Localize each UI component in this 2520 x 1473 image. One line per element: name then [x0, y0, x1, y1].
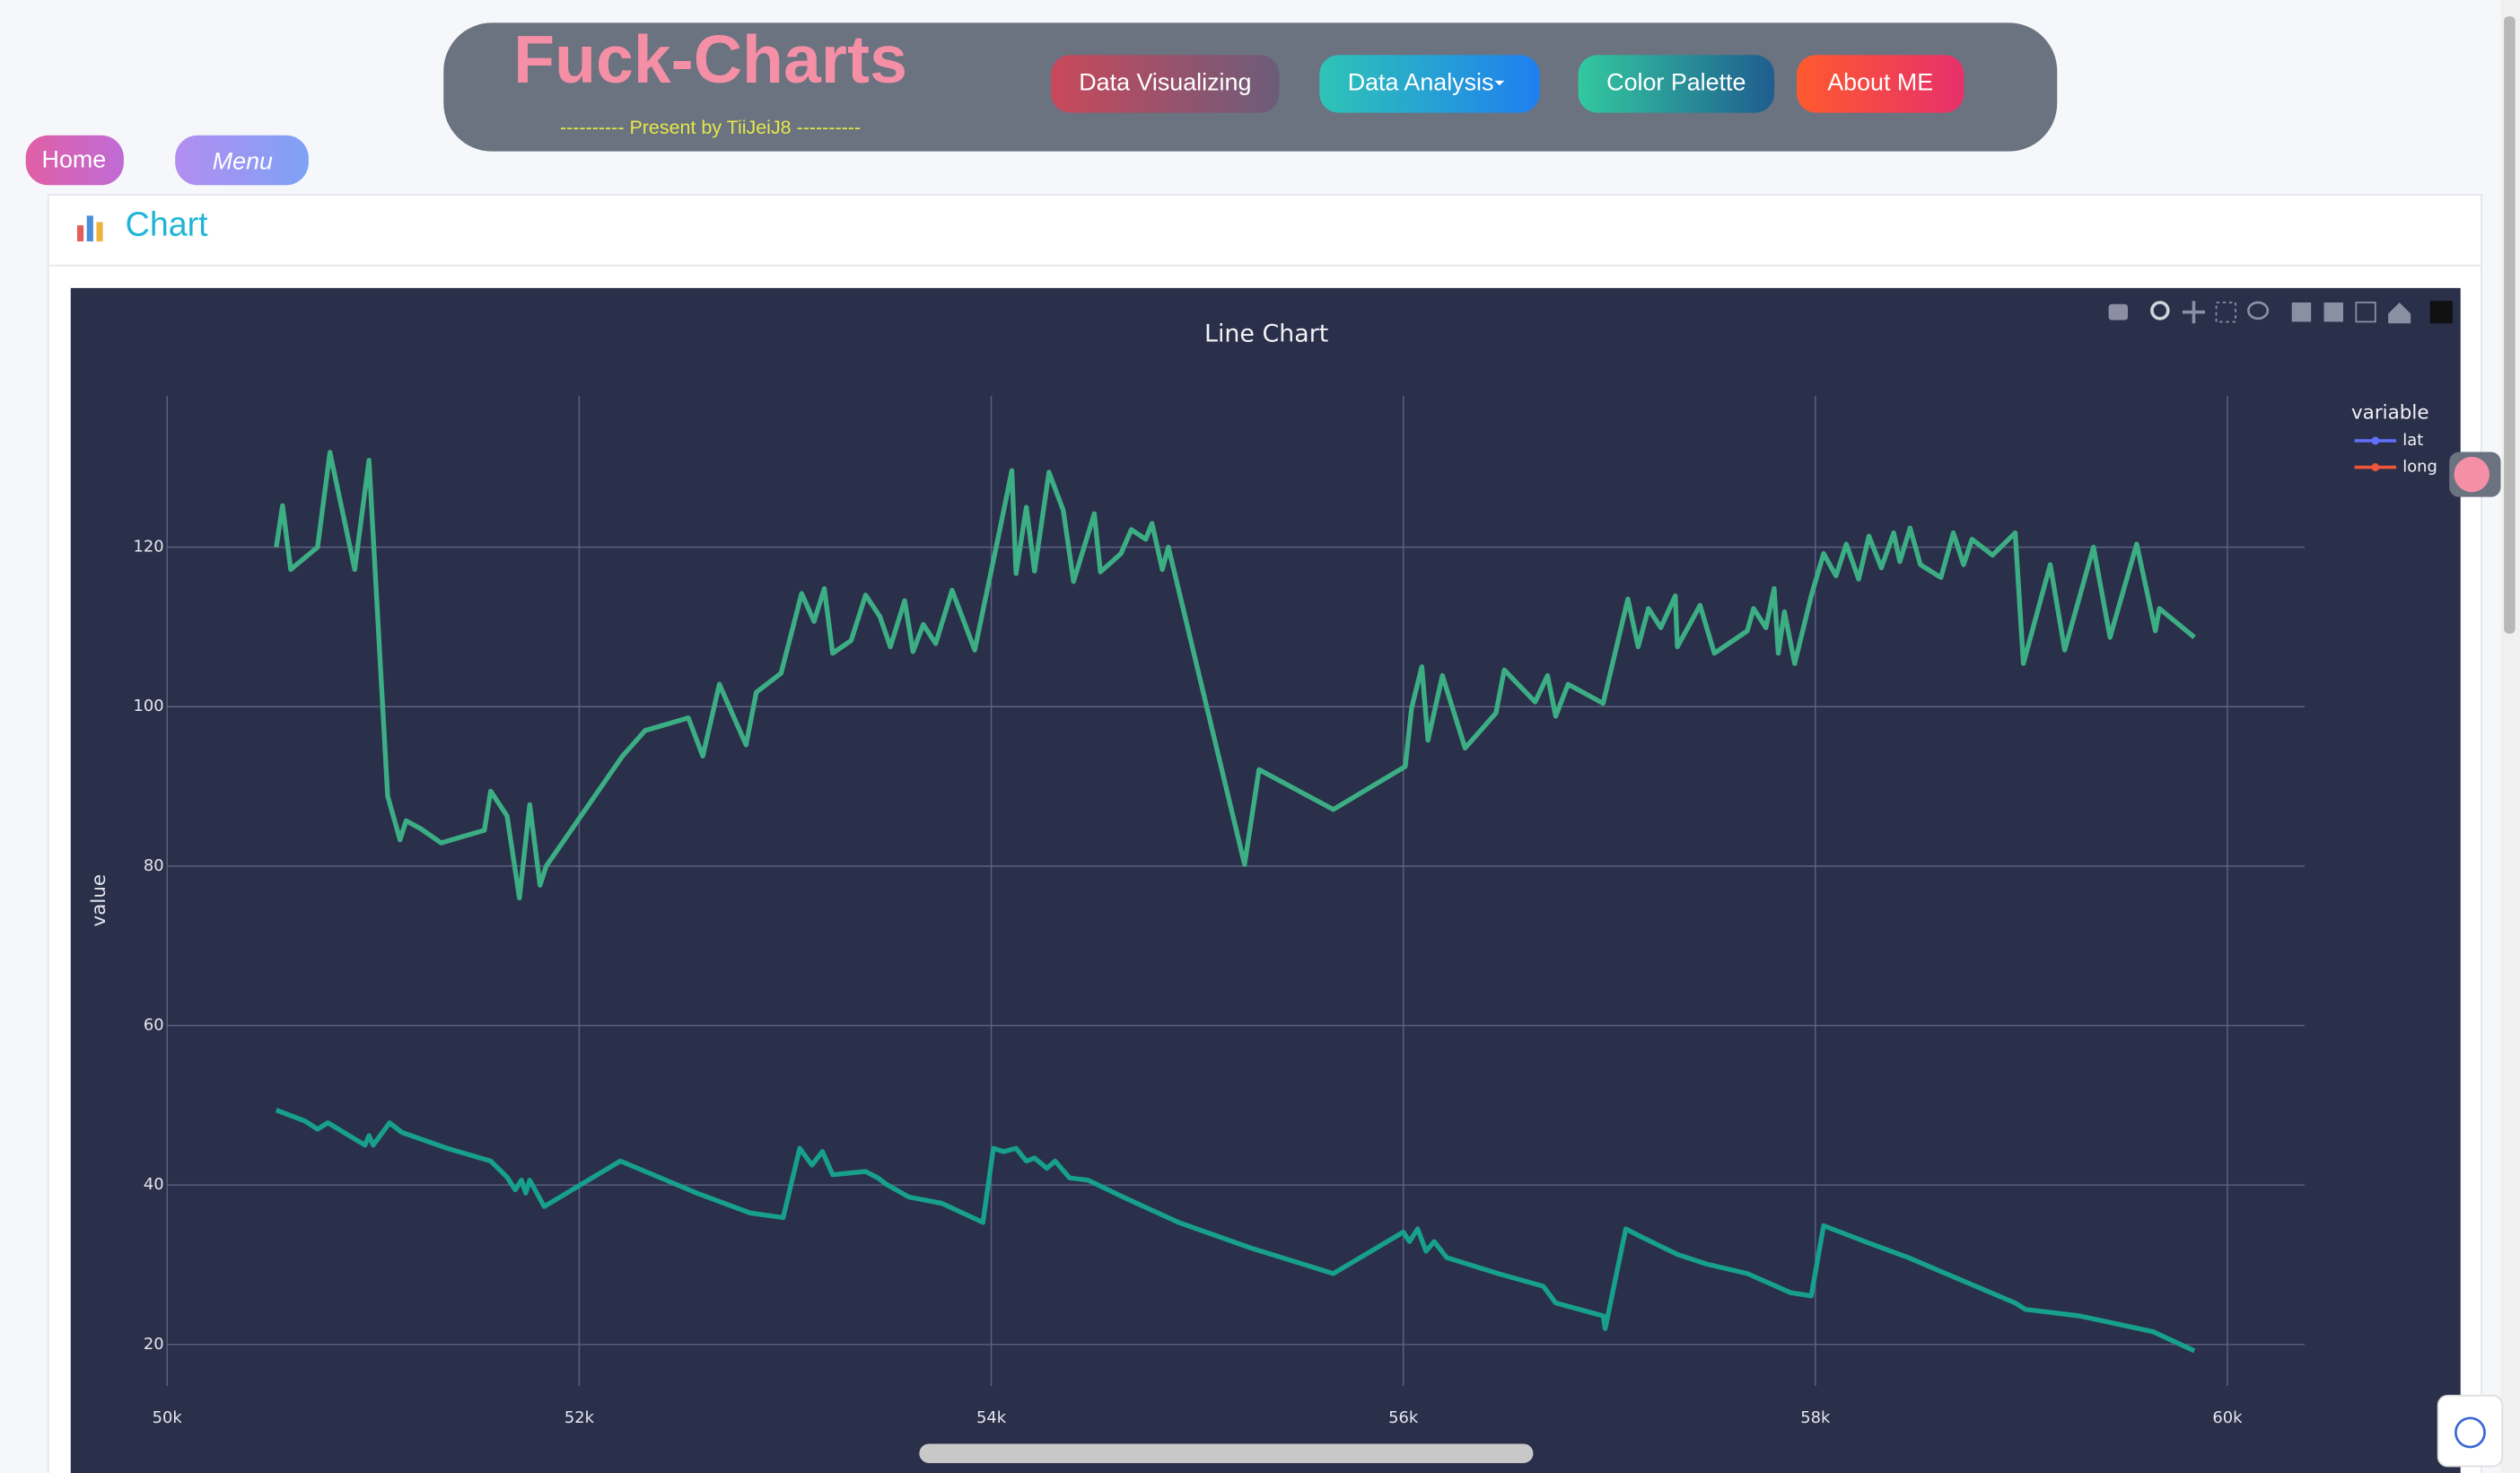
chart-title: Line Chart: [1204, 320, 1328, 347]
tool-zoom-in[interactable]: [2291, 302, 2312, 322]
x-tick-label: 54k: [976, 1408, 1007, 1427]
x-tick-label: 50k: [153, 1408, 183, 1427]
legend-label: long: [2402, 458, 2437, 477]
brand-subtitle: ---------- Present by TiiJeiJ8 ---------…: [560, 117, 861, 138]
tool-pan[interactable]: [2182, 301, 2205, 324]
menu-label[interactable]: Menu: [213, 147, 273, 174]
series-line: [274, 450, 2196, 901]
card-title: Chart: [126, 206, 208, 243]
legend-marker: [2371, 436, 2380, 445]
collapse-icon[interactable]: [2454, 1416, 2486, 1449]
brand[interactable]: Fuck-Charts: [513, 22, 907, 97]
tool-reset[interactable]: [2388, 302, 2411, 324]
tool-camera[interactable]: [2108, 303, 2129, 320]
plot: Line Chart value 20 40 60 80 100 120 50k 52k 54k 56…: [88, 320, 2437, 1427]
x-tick-label: 56k: [1388, 1408, 1419, 1427]
tool-logo[interactable]: [2429, 301, 2453, 324]
nav-button[interactable]: [1578, 55, 1775, 113]
y-tick-label: 60: [144, 1016, 164, 1035]
nav-label[interactable]: Color Palette: [1606, 69, 1746, 96]
plot-background: [70, 287, 2461, 1473]
home-button[interactable]: [25, 135, 124, 186]
nav-button[interactable]: [1797, 55, 1964, 113]
menu-button[interactable]: [175, 135, 309, 186]
dropdown-caret: [1494, 80, 1505, 86]
modebar: [2108, 301, 2453, 324]
home-label[interactable]: Home: [42, 145, 107, 172]
y-tick-label: 20: [144, 1335, 164, 1354]
tool-select[interactable]: [2215, 302, 2236, 323]
chart-icon: [76, 215, 103, 241]
nav-button[interactable]: [1051, 55, 1280, 113]
nav-label[interactable]: About ME: [1827, 69, 1933, 96]
y-tick-label: 40: [144, 1175, 164, 1194]
scrollbar-thumb[interactable]: [2504, 16, 2516, 634]
scrollbar-h[interactable]: [919, 1443, 1534, 1463]
legend-title: variable: [2351, 402, 2429, 425]
translate-icon[interactable]: [2454, 456, 2489, 493]
x-tick-label: 52k: [564, 1408, 595, 1427]
x-tick-label: 60k: [2212, 1408, 2243, 1427]
y-tick-label: 100: [134, 697, 164, 715]
tool-autoscale[interactable]: [2355, 302, 2376, 323]
series-line: [275, 1108, 2196, 1354]
nav-button[interactable]: [1319, 55, 1540, 113]
y-tick-label: 120: [134, 538, 164, 557]
tool-zoom-out[interactable]: [2323, 302, 2344, 322]
legend-label: lat: [2402, 431, 2423, 450]
tool-zoom[interactable]: [2150, 301, 2170, 320]
nav-label[interactable]: Data Analysis: [1348, 69, 1494, 96]
legend-marker: [2371, 463, 2380, 472]
tool-lasso[interactable]: [2247, 301, 2270, 320]
y-axis-label: value: [88, 874, 110, 927]
nav-label[interactable]: Data Visualizing: [1079, 69, 1251, 96]
collapse-button[interactable]: [2437, 1394, 2504, 1468]
y-tick-label: 80: [144, 856, 164, 875]
x-tick-label: 58k: [1800, 1408, 1831, 1427]
